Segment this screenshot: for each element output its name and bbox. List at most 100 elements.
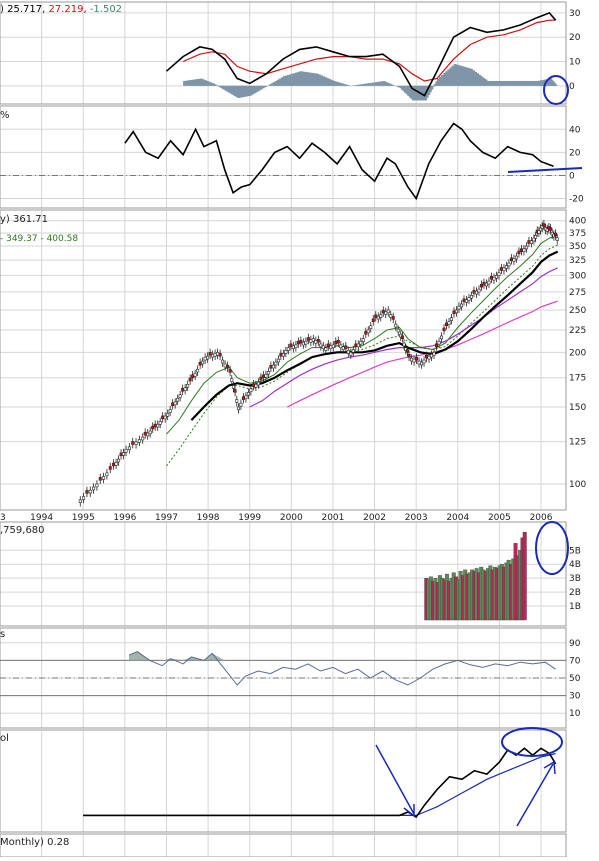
- price-candle-body: [171, 403, 173, 406]
- rsi-header-prefix: s: [0, 629, 5, 640]
- price-candle-body: [508, 263, 510, 266]
- price-candle-body: [219, 353, 221, 356]
- price-candle-body: [79, 500, 81, 503]
- price-candle-body: [252, 384, 254, 387]
- price-candle-body: [415, 357, 417, 360]
- price-candle-body: [186, 384, 188, 387]
- y-tick-label: 20: [569, 33, 581, 43]
- price-candle-body: [410, 358, 412, 361]
- price-candle-body: [260, 377, 262, 380]
- price-candle-body: [272, 365, 274, 368]
- price-candle-body: [460, 304, 462, 307]
- price-candle-body: [191, 375, 193, 378]
- price-candle-body: [240, 403, 242, 406]
- price-candle-body: [543, 224, 545, 227]
- price-candle-body: [448, 322, 450, 325]
- price-candle-body: [435, 344, 437, 347]
- price-candle-body: [382, 310, 384, 313]
- price-candle-body: [528, 241, 530, 244]
- price-candle-body: [327, 344, 329, 347]
- price-candle-body: [485, 283, 487, 286]
- price-candle-body: [280, 353, 282, 356]
- price-candle-body: [199, 362, 201, 365]
- price-candle-body: [149, 431, 151, 434]
- y-tick-label: 150: [569, 403, 586, 413]
- price-candle-body: [315, 340, 317, 343]
- y-tick-label: 375: [569, 229, 586, 239]
- price-candle-body: [335, 341, 337, 344]
- price-candle-body: [232, 385, 234, 388]
- price-candle-body: [102, 477, 104, 480]
- price-candle-body: [483, 282, 485, 285]
- price-candle-body: [300, 340, 302, 343]
- price-candle-body: [430, 354, 432, 357]
- price-candle-body: [106, 473, 108, 476]
- bottom-header: Monthly) 0.28: [0, 837, 69, 848]
- macd-histogram-bar: [348, 85, 351, 86]
- price-candle-body: [325, 348, 327, 351]
- price-candle-body: [174, 402, 176, 405]
- price-candle-body: [510, 258, 512, 261]
- price-candle-body: [179, 395, 181, 398]
- x-tick-label: 93: [0, 513, 6, 523]
- y-tick-label: -20: [569, 195, 584, 205]
- x-tick-label: 2004: [446, 513, 469, 523]
- price-candle-body: [312, 339, 314, 342]
- price-candle-body: [370, 326, 372, 329]
- y-tick-label: 30: [569, 692, 581, 702]
- price-candle-body: [347, 350, 349, 353]
- x-tick-label: 2001: [321, 513, 344, 523]
- price-candle-body: [362, 339, 364, 342]
- y-tick-label: 30: [569, 9, 581, 19]
- price-candle-body: [455, 310, 457, 313]
- price-candle-body: [360, 341, 362, 344]
- y-tick-label: 5B: [569, 546, 581, 556]
- y-tick-label: 100: [569, 480, 586, 490]
- roc-header-prefix: %: [0, 110, 10, 121]
- price-candle-body: [503, 268, 505, 271]
- y-tick-label: 1B: [569, 602, 581, 612]
- price-candle-body: [184, 388, 186, 391]
- price-candle-body: [406, 350, 408, 353]
- price-candle-body: [401, 336, 403, 339]
- price-candle-body: [290, 344, 292, 347]
- price-candle-body: [387, 310, 389, 313]
- bottom-header-prefix: Monthly): [0, 837, 47, 848]
- price-candle-body: [267, 371, 269, 374]
- price-candle-body: [423, 360, 425, 363]
- price-candle-body: [122, 453, 124, 456]
- price-candle-body: [194, 373, 196, 376]
- price-candle-body: [307, 338, 309, 341]
- y-tick-label: 300: [569, 271, 586, 281]
- price-candle-body: [438, 341, 440, 344]
- price-candle-body: [270, 365, 272, 368]
- price-candle-body: [265, 374, 267, 377]
- price-candle-body: [480, 284, 482, 287]
- price-candle-body: [530, 241, 532, 244]
- price-candle-body: [490, 276, 492, 279]
- price-candle-body: [224, 364, 226, 367]
- price-candle-body: [206, 356, 208, 359]
- price-candle-body: [255, 384, 257, 387]
- price-candle-body: [337, 340, 339, 343]
- y-tick-label: 20: [569, 148, 581, 158]
- price-candle-body: [375, 315, 377, 318]
- price-candle-body: [297, 341, 299, 344]
- price-candle-body: [109, 467, 111, 470]
- price-candle-body: [161, 416, 163, 419]
- price-candle-body: [234, 390, 236, 393]
- price-candle-body: [380, 315, 382, 318]
- price-candle-body: [117, 459, 119, 462]
- volume-bar: [523, 532, 527, 620]
- price-candle-body: [211, 354, 213, 357]
- price-candle-body: [515, 256, 517, 259]
- price-candle-body: [458, 306, 460, 309]
- macd-histogram-bar: [215, 85, 218, 86]
- price-candle-body: [120, 453, 122, 456]
- price-header-prefix: y): [0, 214, 13, 225]
- price-candle-body: [142, 437, 144, 440]
- y-tick-label: 0: [569, 171, 575, 181]
- price-candle-body: [112, 463, 114, 466]
- price-candle-body: [302, 342, 304, 345]
